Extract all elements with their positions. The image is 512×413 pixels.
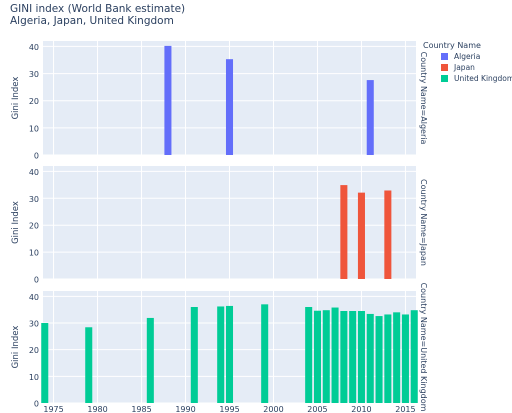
legend-item-japan: Japan xyxy=(441,63,475,72)
y-tick-label: 10 xyxy=(29,373,39,382)
bar-algeria-2011 xyxy=(366,80,374,155)
facet-united-kingdom: 0 10 20 30 40 Gini Index Country Name=United K… xyxy=(11,283,428,412)
bar-united-kingdom-2005 xyxy=(313,310,321,403)
bar-united-kingdom-2007 xyxy=(331,307,339,403)
facet-algeria: 0 10 20 30 40 Gini Index Country Name=Algeria xyxy=(11,41,428,161)
y-tick-label: 40 xyxy=(29,168,39,177)
bar-algeria-1988 xyxy=(164,45,172,156)
legend-swatch xyxy=(441,53,448,60)
y-tick-label: 0 xyxy=(34,400,39,409)
y-tick-label: 20 xyxy=(29,222,39,231)
x-tick-label: 2010 xyxy=(351,405,371,413)
y-tick-label: 20 xyxy=(29,97,39,106)
y-tick-label: 40 xyxy=(29,293,39,302)
bar-united-kingdom-2006 xyxy=(322,310,330,403)
y-axis-title: Gini Index xyxy=(11,326,21,369)
legend-label: Algeria xyxy=(454,52,480,61)
y-tick-label: 10 xyxy=(29,249,39,258)
y-tick-label: 30 xyxy=(29,320,39,329)
bar-united-kingdom-2011 xyxy=(366,313,374,403)
y-tick-label: 30 xyxy=(29,70,39,79)
chart-subtitle: Algeria, Japan, United Kingdom xyxy=(10,15,174,27)
y-tick-label: 40 xyxy=(29,43,39,52)
bar-united-kingdom-2015 xyxy=(401,314,409,403)
x-tick-label: 2000 xyxy=(263,405,283,413)
bar-united-kingdom-2004 xyxy=(305,307,313,403)
bar-japan-2013 xyxy=(384,190,392,279)
bar-united-kingdom-1999 xyxy=(261,304,269,403)
x-tick-label: 1985 xyxy=(131,405,151,413)
bar-united-kingdom-2008 xyxy=(340,311,348,403)
facet-japan: 0 10 20 30 40 Gini Index Country Name=Japan xyxy=(11,166,428,285)
facet-label: Country Name=United Kingdom xyxy=(419,283,428,412)
bar-united-kingdom-2010 xyxy=(357,311,365,403)
x-tick-label: 1975 xyxy=(43,405,63,413)
bar-united-kingdom-2009 xyxy=(349,311,357,403)
legend-label: United Kingdom xyxy=(454,74,512,83)
bar-japan-2010 xyxy=(357,192,365,279)
y-axis-title: Gini Index xyxy=(11,77,21,120)
bar-united-kingdom-1995 xyxy=(225,305,234,403)
bar-united-kingdom-2013 xyxy=(384,314,392,403)
x-tick-label: 1990 xyxy=(175,405,195,413)
bar-united-kingdom-1986 xyxy=(146,317,154,403)
legend-title: Country Name xyxy=(423,41,481,50)
x-tick-label: 1980 xyxy=(87,405,107,413)
y-tick-label: 20 xyxy=(29,346,39,355)
y-tick-label: 0 xyxy=(34,152,39,161)
bar-japan-2008 xyxy=(340,185,348,279)
y-axis-title: Gini Index xyxy=(11,201,21,244)
bar-algeria-1995 xyxy=(225,59,234,155)
legend-item-united-kingdom: United Kingdom xyxy=(441,74,512,83)
y-tick-label: 10 xyxy=(29,124,39,133)
legend-swatch xyxy=(441,64,448,71)
bar-united-kingdom-1991 xyxy=(190,307,198,403)
x-tick-label: 2015 xyxy=(395,405,415,413)
bar-united-kingdom-1994 xyxy=(217,306,225,403)
legend-label: Japan xyxy=(453,63,475,72)
bar-united-kingdom-1974 xyxy=(41,323,49,403)
chart-title: GINI index (World Bank estimate) xyxy=(10,3,185,15)
x-tick-label: 1995 xyxy=(219,405,239,413)
legend-swatch xyxy=(441,75,448,82)
y-tick-label: 30 xyxy=(29,195,39,204)
x-tick-label: 2005 xyxy=(307,405,327,413)
bar-united-kingdom-2012 xyxy=(375,316,383,403)
bar-united-kingdom-1979 xyxy=(85,327,93,403)
chart-legend: Country Name Algeria Japan United Kingdom xyxy=(423,41,512,83)
facet-label: Country Name=Japan xyxy=(419,179,428,266)
y-tick-label: 0 xyxy=(34,276,39,285)
bar-united-kingdom-2016 xyxy=(410,310,418,403)
facet-label: Country Name=Algeria xyxy=(419,52,428,145)
legend-item-algeria: Algeria xyxy=(441,52,480,61)
bar-united-kingdom-2014 xyxy=(393,312,401,403)
